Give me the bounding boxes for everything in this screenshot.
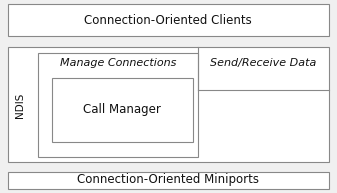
Bar bbox=[8, 47, 329, 162]
Text: Manage Connections: Manage Connections bbox=[60, 58, 176, 68]
Bar bbox=[38, 53, 198, 157]
Text: Call Manager: Call Manager bbox=[83, 103, 161, 117]
Bar bbox=[8, 4, 329, 36]
Bar bbox=[52, 78, 193, 142]
Text: Send/Receive Data: Send/Receive Data bbox=[210, 58, 316, 68]
Text: Connection-Oriented Miniports: Connection-Oriented Miniports bbox=[77, 174, 259, 186]
Text: NDIS: NDIS bbox=[15, 92, 25, 118]
Bar bbox=[8, 172, 329, 189]
Text: Connection-Oriented Clients: Connection-Oriented Clients bbox=[84, 14, 252, 26]
